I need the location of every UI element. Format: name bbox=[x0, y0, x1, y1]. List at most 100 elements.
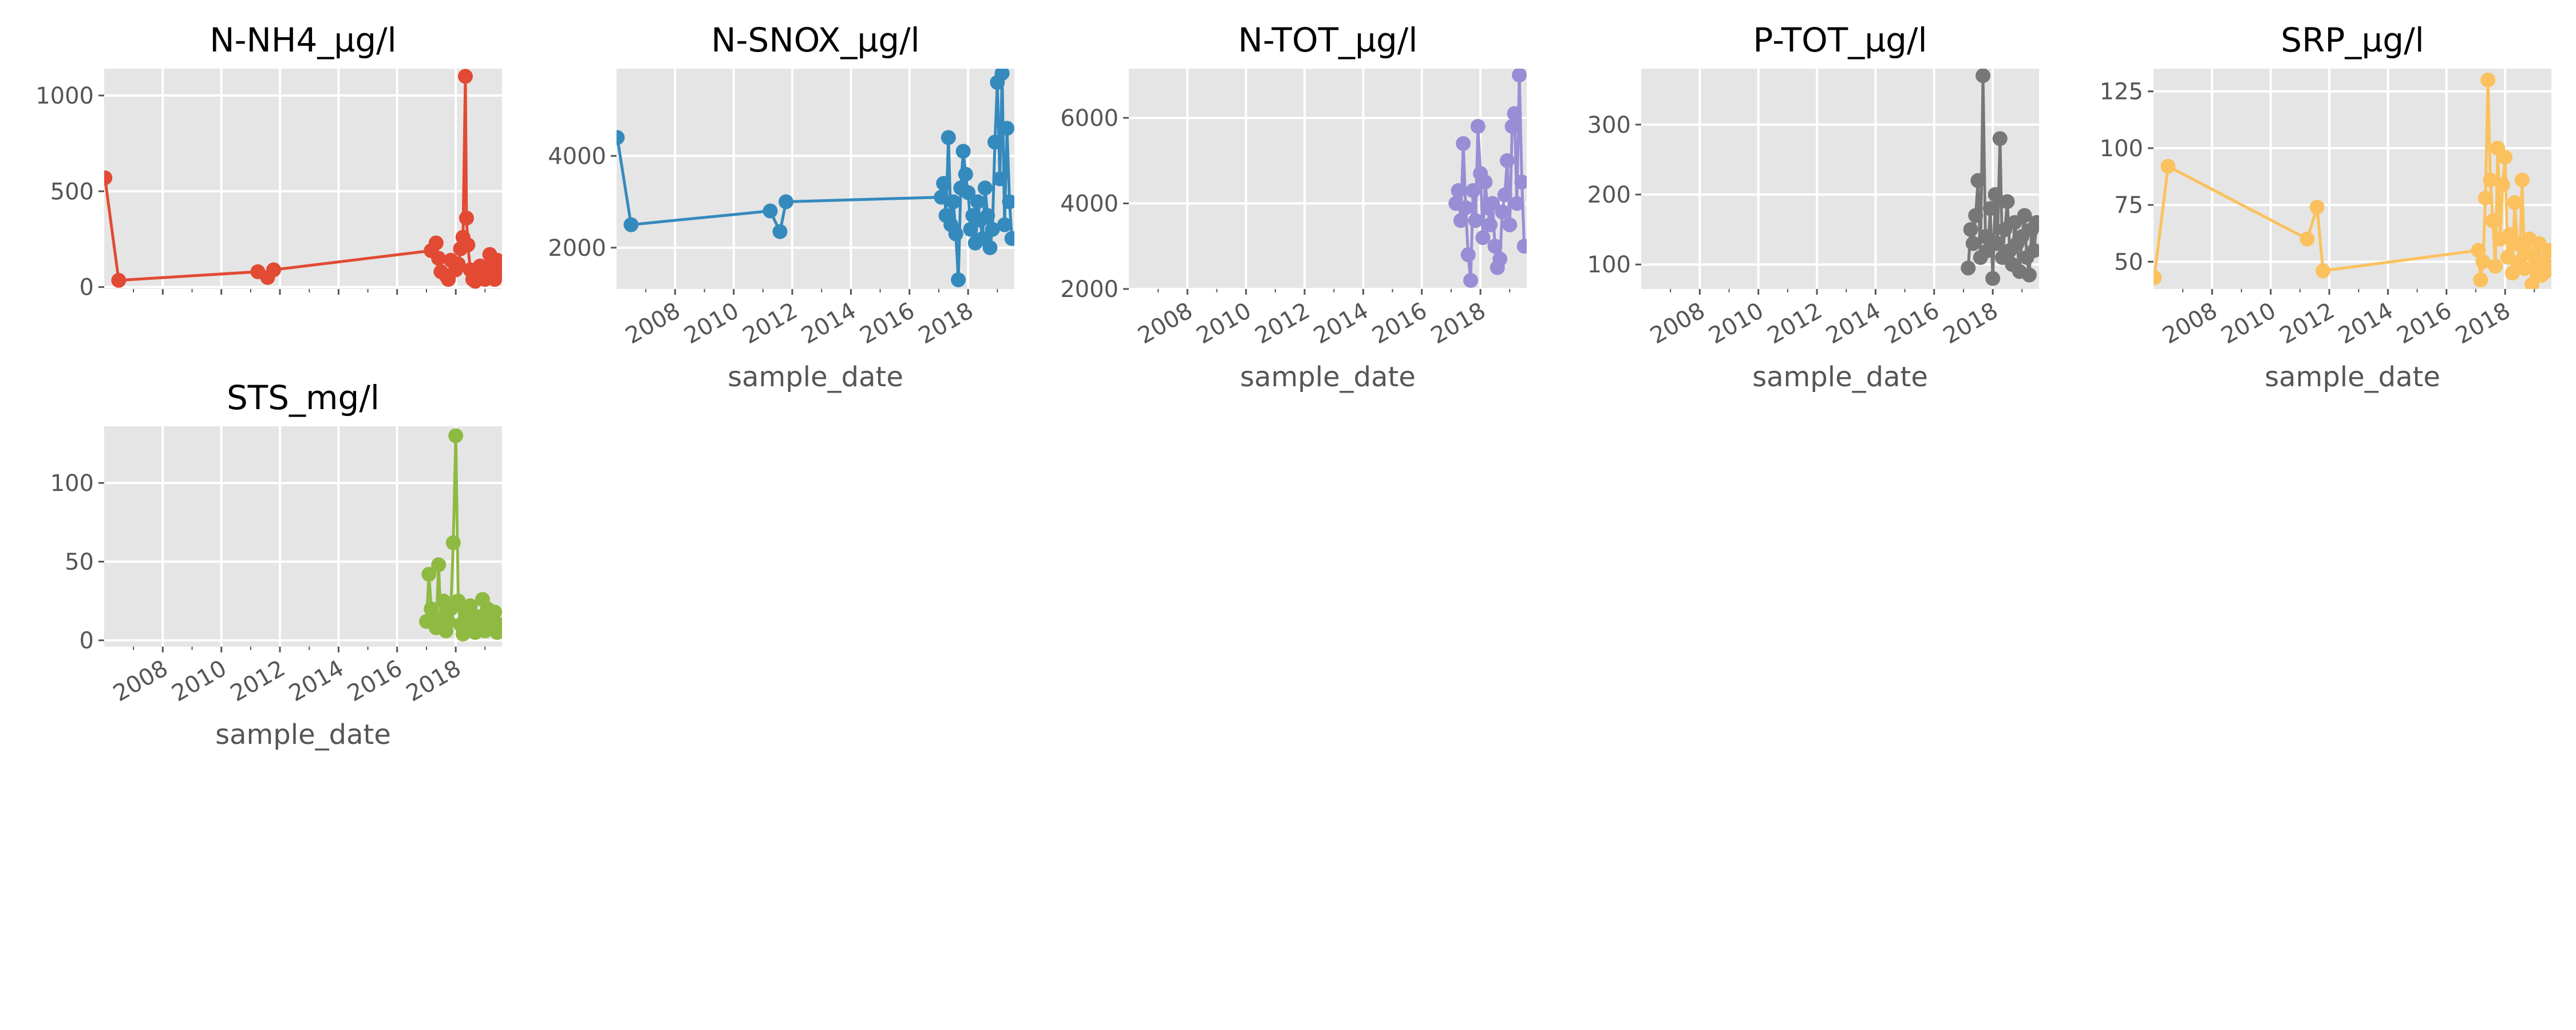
data-point bbox=[457, 69, 473, 84]
data-point bbox=[623, 217, 639, 232]
data-point bbox=[1504, 118, 1520, 134]
data-point bbox=[463, 598, 478, 613]
data-point bbox=[994, 69, 1010, 81]
data-point bbox=[997, 217, 1012, 232]
data-point bbox=[1968, 208, 1984, 223]
data-point bbox=[2541, 243, 2551, 258]
data-point bbox=[266, 262, 282, 278]
data-point bbox=[980, 208, 995, 223]
data-point bbox=[955, 144, 971, 159]
panel-srp-g-l: SRP_µg/l50751001252008201020122014201620… bbox=[2100, 21, 2551, 393]
data-point bbox=[1985, 271, 2001, 286]
y-tick-label: 1000 bbox=[35, 83, 94, 109]
data-point bbox=[2507, 195, 2522, 211]
data-point bbox=[779, 194, 794, 209]
data-point bbox=[992, 171, 1008, 187]
data-point bbox=[1458, 200, 1473, 215]
panel-title: N-NH4_µg/l bbox=[210, 21, 397, 60]
data-point bbox=[2160, 159, 2176, 174]
data-point bbox=[948, 226, 963, 241]
data-point bbox=[1970, 173, 1986, 188]
data-point bbox=[617, 130, 625, 145]
series-layer bbox=[1961, 69, 2039, 286]
data-point bbox=[941, 130, 956, 145]
data-point bbox=[1965, 236, 1981, 251]
panel-title: N-TOT_µg/l bbox=[1238, 21, 1418, 60]
y-tick-label: 100 bbox=[2100, 136, 2143, 162]
data-point bbox=[2021, 267, 2037, 283]
data-point bbox=[1516, 239, 1527, 254]
series-layer bbox=[1448, 69, 1527, 288]
data-point bbox=[961, 185, 976, 200]
data-point bbox=[2309, 200, 2325, 215]
data-point bbox=[2480, 72, 2496, 88]
y-tick-label: 2000 bbox=[1060, 276, 1119, 303]
data-point bbox=[2488, 259, 2503, 274]
y-tick-label: 125 bbox=[2100, 79, 2143, 105]
data-point bbox=[977, 180, 993, 196]
data-point bbox=[1456, 136, 1471, 151]
data-point bbox=[1465, 183, 1481, 199]
data-point bbox=[1512, 69, 1527, 83]
y-tick-label: 50 bbox=[65, 549, 94, 576]
data-point bbox=[1468, 213, 1483, 228]
data-point bbox=[2473, 272, 2488, 288]
data-point bbox=[1988, 187, 2003, 202]
data-point bbox=[987, 134, 1002, 150]
y-tick-label: 4000 bbox=[548, 143, 606, 169]
data-point bbox=[2026, 243, 2039, 258]
data-point bbox=[963, 221, 978, 237]
data-point bbox=[1002, 194, 1014, 209]
data-point bbox=[2483, 172, 2498, 188]
data-point bbox=[2524, 277, 2539, 289]
panel-n-tot-g-l: N-TOT_µg/l200040006000200820102012201420… bbox=[1060, 21, 1527, 393]
data-point bbox=[946, 194, 961, 209]
data-point bbox=[459, 211, 474, 226]
data-point bbox=[2000, 194, 2015, 209]
data-point bbox=[448, 428, 464, 443]
data-point bbox=[1487, 239, 1503, 254]
panel-title: STS_mg/l bbox=[227, 378, 380, 417]
y-tick-label: 4000 bbox=[1060, 191, 1119, 217]
data-point bbox=[985, 221, 1000, 237]
data-point bbox=[1507, 106, 1522, 121]
data-point bbox=[492, 617, 502, 632]
data-point bbox=[2504, 266, 2520, 281]
panel-n-nh4-g-l: N-NH4_µg/l 0 500 1000 bbox=[35, 21, 502, 301]
panel-title: SRP_µg/l bbox=[2281, 21, 2424, 60]
data-point bbox=[104, 170, 113, 185]
data-point bbox=[1453, 213, 1468, 228]
data-point bbox=[441, 614, 456, 629]
data-point bbox=[1004, 231, 1014, 246]
data-point bbox=[1495, 204, 1510, 220]
data-point bbox=[492, 262, 502, 278]
x-axis-label: sample_date bbox=[728, 361, 903, 393]
data-point bbox=[1470, 118, 1485, 134]
data-point bbox=[1451, 183, 1466, 199]
data-point bbox=[1976, 69, 1991, 84]
data-point bbox=[428, 235, 444, 251]
data-point bbox=[2017, 208, 2032, 223]
panel-title: N-SNOX_µg/l bbox=[711, 21, 920, 60]
data-point bbox=[1477, 175, 1493, 190]
data-point bbox=[2471, 243, 2486, 258]
data-point bbox=[1499, 153, 1515, 168]
data-point bbox=[2517, 261, 2532, 276]
data-point bbox=[1961, 260, 1976, 276]
data-point bbox=[1514, 175, 1527, 190]
data-point bbox=[1497, 187, 1512, 203]
data-point bbox=[982, 240, 998, 255]
data-point bbox=[451, 256, 466, 272]
data-point bbox=[1485, 196, 1500, 211]
data-point bbox=[431, 557, 447, 572]
panel-sts-mg-l: STS_mg/l050100200820102012201420162018sa… bbox=[50, 378, 502, 751]
panel-title: P-TOT_µg/l bbox=[1753, 21, 1927, 60]
data-point bbox=[2510, 236, 2525, 251]
data-point bbox=[1492, 251, 1508, 267]
series-layer bbox=[104, 69, 502, 289]
x-axis-label: sample_date bbox=[1240, 361, 1416, 393]
data-point bbox=[2495, 177, 2510, 192]
data-point bbox=[999, 121, 1014, 136]
data-point bbox=[970, 194, 985, 209]
